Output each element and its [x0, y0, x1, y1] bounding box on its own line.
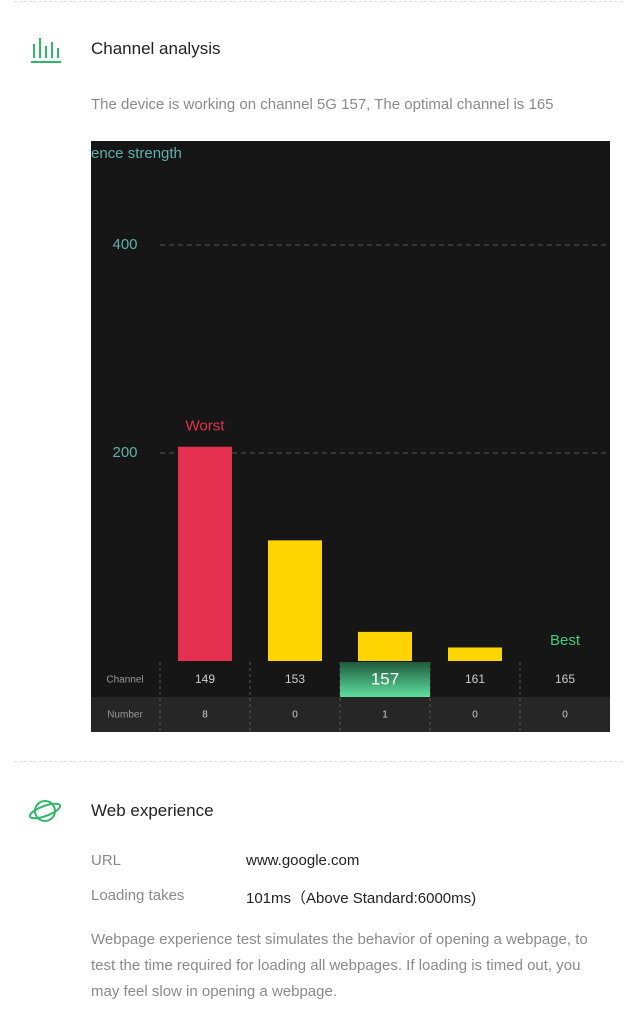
section-title: Channel analysis [91, 39, 221, 58]
row-label: Channel [106, 675, 143, 686]
description: The device is working on channel 5G 157,… [91, 96, 554, 113]
row-label: Loading takes [91, 887, 185, 904]
channel-icon [31, 38, 61, 63]
x-tick-label: 153 [285, 672, 305, 686]
x-tick-label: 149 [195, 672, 215, 686]
section-title: Web experience [91, 801, 214, 820]
current-channel-bg [340, 662, 430, 697]
row-value: 101ms（Above Standard:6000ms) [246, 890, 477, 907]
annotation: Worst [186, 418, 226, 435]
number-cell: 0 [292, 710, 298, 721]
number-cell: 8 [202, 710, 208, 721]
chart-bg [91, 141, 610, 732]
y-tick-label: 400 [112, 236, 137, 253]
number-row-bg [91, 697, 610, 732]
separator [14, 761, 622, 762]
x-tick-label: 165 [555, 672, 575, 686]
y-axis-label: ence strength [91, 145, 182, 162]
bar [268, 540, 322, 661]
row-label: URL [91, 852, 122, 869]
x-tick-label: 161 [465, 672, 485, 686]
y-tick-label: 200 [112, 444, 137, 461]
separator [14, 1, 622, 2]
note: Webpage experience test simulates the be… [91, 931, 588, 1000]
chart: ence strength 200 400 Channel Number 149 8 153 0… [91, 141, 610, 732]
number-cell: 1 [382, 710, 388, 721]
row-label: Number [107, 710, 143, 721]
bar [178, 446, 232, 661]
number-cell: 0 [472, 710, 478, 721]
bar [358, 631, 412, 661]
bar [448, 647, 502, 661]
annotation: Best [550, 632, 581, 649]
row-value: www.google.com [246, 852, 360, 869]
web-icon [28, 800, 62, 822]
x-tick-label: 157 [371, 669, 399, 688]
number-cell: 0 [562, 710, 568, 721]
